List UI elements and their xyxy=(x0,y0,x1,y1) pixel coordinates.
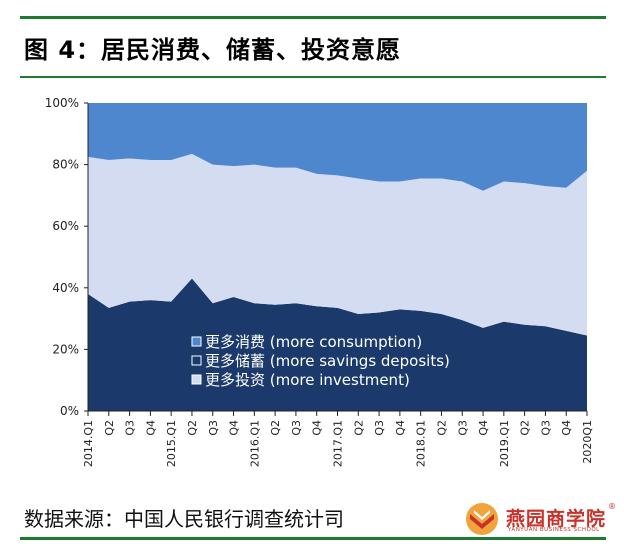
x-axis-ticks: 2014.Q1 Q2 Q3 Q4 2015.Q1 Q2 Q3 Q4 2016.Q1 Q2 Q3 Q4 2… xyxy=(82,411,594,467)
brand-logo: 燕园商学院 YANYUAN BUSINESS SCHOOL ® xyxy=(458,500,618,538)
x-tick-label: Q4 xyxy=(477,420,490,436)
y-tick-label: 80% xyxy=(52,158,79,172)
y-axis-ticks: 0% 20% 40% 60% 80% 100% xyxy=(45,96,88,418)
stacked-area-chart: 0% 20% 40% 60% 80% 100% 2014.Q1 Q2 Q3 Q4 2015.Q1 Q… xyxy=(45,96,594,467)
x-tick-label: 2015.Q1 xyxy=(165,420,178,467)
x-tick-label: Q2 xyxy=(519,420,532,436)
x-tick-label: 2016.Q1 xyxy=(248,420,261,467)
data-source: 数据来源：中国人民银行调查统计司 xyxy=(24,507,344,531)
area-consumption xyxy=(88,103,587,191)
x-tick-label: Q4 xyxy=(394,420,407,436)
title-rule xyxy=(20,76,606,78)
y-tick-label: 20% xyxy=(52,342,79,356)
legend-label-investment: 更多投资 (more investment) xyxy=(205,371,410,389)
y-tick-label: 0% xyxy=(60,404,79,418)
x-tick-label: Q4 xyxy=(560,420,573,436)
x-tick-label: Q3 xyxy=(539,420,552,436)
x-tick-label: Q2 xyxy=(435,420,448,436)
legend-swatch-consumption xyxy=(191,336,202,347)
y-tick-label: 100% xyxy=(45,96,79,110)
double-chevron-logo-icon xyxy=(466,503,498,535)
x-tick-label: Q3 xyxy=(290,420,303,436)
x-tick-label: 2018.Q1 xyxy=(415,420,428,467)
x-tick-label: Q4 xyxy=(311,420,324,436)
x-tick-label: Q3 xyxy=(456,420,469,436)
y-tick-label: 40% xyxy=(52,281,79,295)
x-tick-label: 2020Q1 xyxy=(581,420,594,464)
brand-name: 燕园商学院 xyxy=(506,508,607,530)
x-tick-label: Q2 xyxy=(269,420,282,436)
x-tick-label: Q3 xyxy=(207,420,220,436)
bottom-rule xyxy=(20,537,606,540)
x-tick-label: Q3 xyxy=(124,420,137,436)
figure-title: 图 4：居民消费、储蓄、投资意愿 xyxy=(24,36,402,64)
x-tick-label: 2014.Q1 xyxy=(82,420,95,467)
legend-label-consumption: 更多消费 (more consumption) xyxy=(205,333,422,351)
x-tick-label: Q4 xyxy=(228,420,241,436)
legend-swatch-savings xyxy=(191,355,202,366)
x-tick-label: Q4 xyxy=(144,420,157,436)
brand-reg-mark: ® xyxy=(608,502,616,511)
chart-legend: 更多消费 (more consumption)更多储蓄 (more saving… xyxy=(191,333,450,389)
x-tick-label: Q2 xyxy=(103,420,116,436)
chart-areas xyxy=(88,103,587,411)
x-tick-label: Q2 xyxy=(352,420,365,436)
x-tick-label: Q2 xyxy=(186,420,199,436)
x-tick-label: 2017.Q1 xyxy=(332,420,345,467)
top-rule xyxy=(20,16,606,19)
legend-swatch-investment xyxy=(191,374,202,385)
brand-subtitle: YANYUAN BUSINESS SCHOOL xyxy=(508,527,600,533)
legend-label-savings: 更多储蓄 (more savings deposits) xyxy=(205,352,450,370)
x-tick-label: 2019.Q1 xyxy=(498,420,511,467)
y-tick-label: 60% xyxy=(52,219,79,233)
area-investment xyxy=(88,153,587,336)
area-savings xyxy=(88,278,587,411)
x-tick-label: Q3 xyxy=(373,420,386,436)
